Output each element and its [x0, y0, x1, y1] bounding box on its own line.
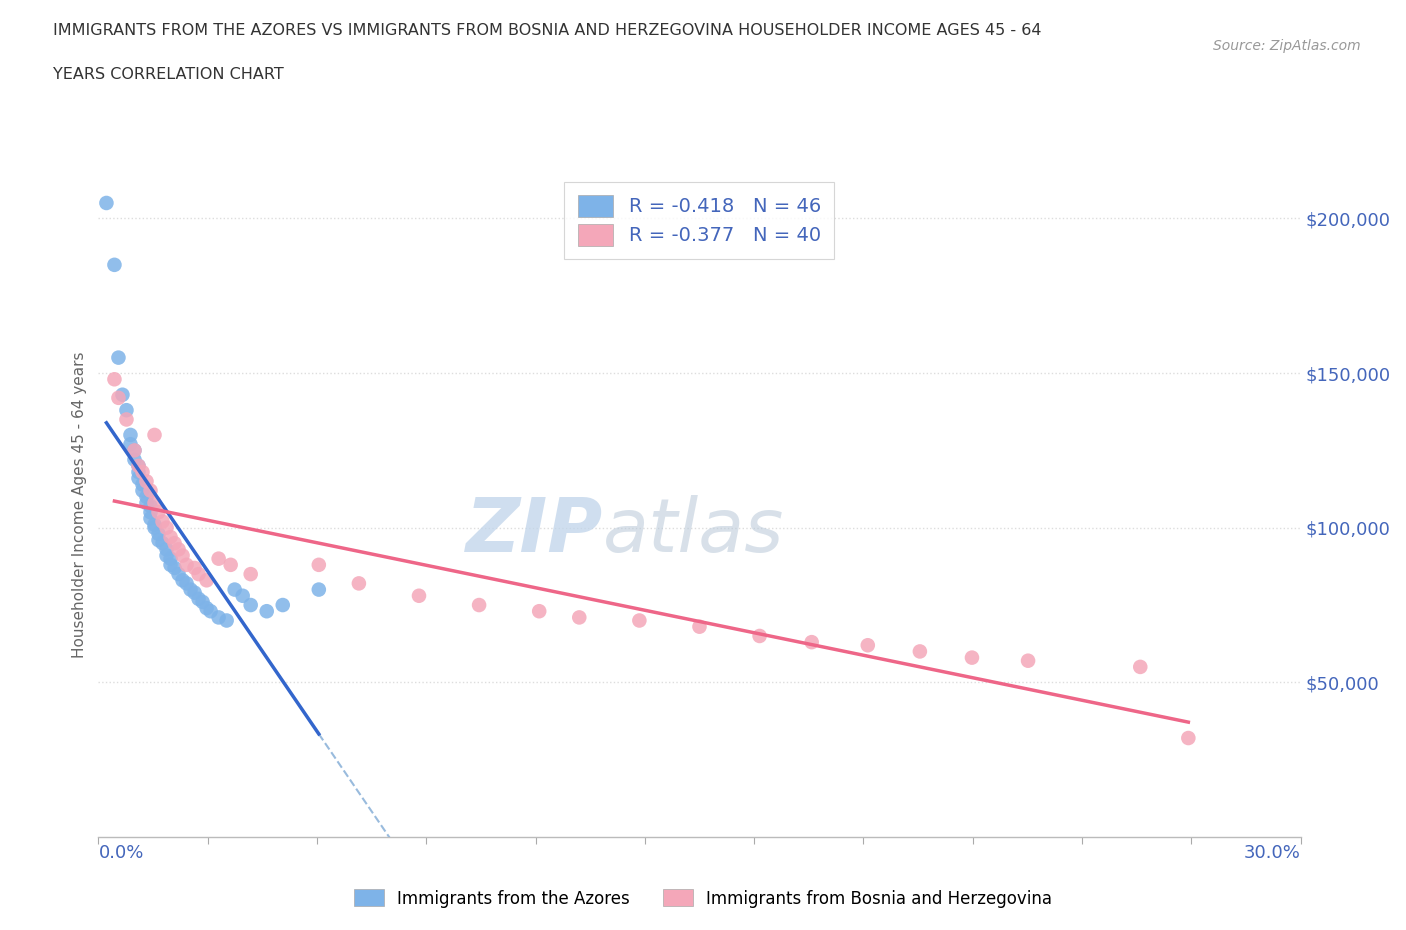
- Point: [159, 529, 181, 544]
- Point: [135, 474, 157, 489]
- Point: [183, 561, 205, 576]
- Point: [628, 613, 651, 628]
- Point: [172, 573, 194, 588]
- Point: [163, 536, 186, 551]
- Point: [176, 576, 198, 591]
- Point: [232, 589, 254, 604]
- Point: [200, 604, 222, 618]
- Point: [167, 566, 190, 581]
- Point: [155, 548, 177, 563]
- Point: [152, 514, 174, 529]
- Point: [124, 443, 146, 458]
- Point: [408, 589, 430, 604]
- Point: [180, 582, 202, 597]
- Point: [103, 372, 125, 387]
- Point: [347, 576, 370, 591]
- Point: [96, 195, 118, 210]
- Point: [131, 477, 153, 492]
- Point: [143, 520, 166, 535]
- Point: [111, 387, 134, 402]
- Point: [159, 557, 181, 572]
- Point: [183, 585, 205, 600]
- Point: [908, 644, 931, 658]
- Point: [139, 498, 162, 513]
- Point: [256, 604, 278, 618]
- Point: [148, 526, 170, 541]
- Point: [139, 484, 162, 498]
- Point: [148, 533, 170, 548]
- Point: [148, 505, 170, 520]
- Text: ZIP: ZIP: [465, 495, 603, 567]
- Point: [143, 517, 166, 532]
- Point: [172, 548, 194, 563]
- Point: [107, 391, 129, 405]
- Point: [120, 428, 142, 443]
- Point: [152, 536, 174, 551]
- Point: [176, 557, 198, 572]
- Point: [856, 638, 879, 653]
- Point: [239, 566, 262, 581]
- Point: [128, 471, 150, 485]
- Point: [308, 582, 330, 597]
- Point: [748, 629, 770, 644]
- Legend: R = -0.418   N = 46, R = -0.377   N = 40: R = -0.418 N = 46, R = -0.377 N = 40: [564, 181, 835, 259]
- Point: [224, 582, 246, 597]
- Point: [271, 598, 294, 613]
- Point: [800, 634, 823, 649]
- Point: [167, 542, 190, 557]
- Point: [163, 561, 186, 576]
- Point: [1129, 659, 1152, 674]
- Point: [120, 437, 142, 452]
- Point: [135, 489, 157, 504]
- Text: Source: ZipAtlas.com: Source: ZipAtlas.com: [1213, 39, 1361, 53]
- Point: [143, 496, 166, 511]
- Point: [139, 511, 162, 525]
- Point: [195, 601, 218, 616]
- Point: [131, 484, 153, 498]
- Point: [187, 566, 209, 581]
- Point: [128, 458, 150, 473]
- Point: [155, 520, 177, 535]
- Text: IMMIGRANTS FROM THE AZORES VS IMMIGRANTS FROM BOSNIA AND HERZEGOVINA HOUSEHOLDER: IMMIGRANTS FROM THE AZORES VS IMMIGRANTS…: [53, 23, 1042, 38]
- Point: [135, 496, 157, 511]
- Text: YEARS CORRELATION CHART: YEARS CORRELATION CHART: [53, 67, 284, 82]
- Point: [155, 542, 177, 557]
- Legend: Immigrants from the Azores, Immigrants from Bosnia and Herzegovina: Immigrants from the Azores, Immigrants f…: [347, 883, 1059, 914]
- Point: [143, 428, 166, 443]
- Point: [208, 551, 231, 566]
- Point: [468, 598, 491, 613]
- Point: [195, 573, 218, 588]
- Point: [219, 557, 242, 572]
- Point: [103, 258, 125, 272]
- Point: [115, 412, 138, 427]
- Text: atlas: atlas: [603, 495, 785, 567]
- Point: [688, 619, 710, 634]
- Point: [124, 452, 146, 467]
- Point: [1177, 731, 1199, 746]
- Point: [187, 591, 209, 606]
- Point: [208, 610, 231, 625]
- Point: [191, 594, 214, 609]
- Text: 0.0%: 0.0%: [98, 844, 143, 861]
- Point: [1017, 653, 1039, 668]
- Point: [529, 604, 551, 618]
- Y-axis label: Householder Income Ages 45 - 64 years: Householder Income Ages 45 - 64 years: [72, 352, 87, 658]
- Point: [159, 551, 181, 566]
- Point: [131, 465, 153, 480]
- Text: 30.0%: 30.0%: [1244, 844, 1301, 861]
- Point: [308, 557, 330, 572]
- Point: [568, 610, 591, 625]
- Point: [960, 650, 983, 665]
- Point: [115, 403, 138, 418]
- Point: [107, 351, 129, 365]
- Point: [128, 465, 150, 480]
- Point: [215, 613, 238, 628]
- Point: [128, 458, 150, 473]
- Point: [124, 443, 146, 458]
- Point: [239, 598, 262, 613]
- Point: [139, 505, 162, 520]
